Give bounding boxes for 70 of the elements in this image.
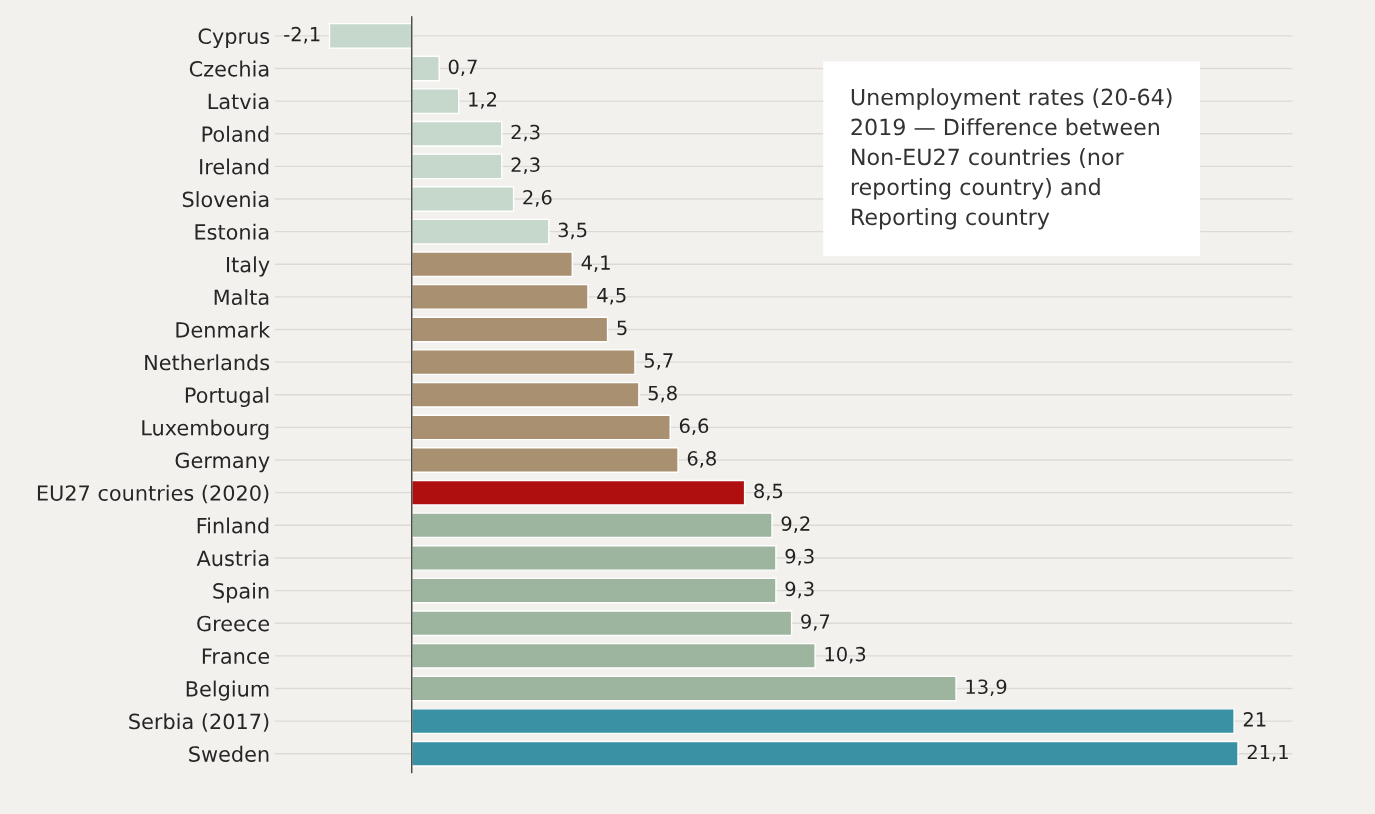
data-label: 8,5	[754, 483, 783, 501]
data-label: 10,3	[825, 646, 866, 664]
y-tick-label: Austria	[196, 550, 269, 567]
data-label: 6,8	[687, 450, 716, 468]
bar	[411, 349, 636, 376]
data-label: 2,6	[523, 189, 552, 207]
data-label: 5,7	[644, 353, 673, 370]
y-tick-label: Sweden	[189, 745, 269, 762]
bar	[328, 22, 413, 49]
data-label: 0,7	[448, 59, 477, 77]
bar	[411, 577, 777, 604]
bar	[411, 610, 793, 637]
y-tick-label: Italy	[226, 256, 270, 277]
y-tick-label: EU27 countries (2020)	[37, 484, 269, 504]
bar	[411, 479, 746, 506]
data-label: 21	[1243, 712, 1266, 727]
y-tick-label: Greece	[197, 615, 270, 632]
bar	[411, 283, 589, 310]
y-tick-label: Germany	[175, 452, 270, 473]
y-tick-label: Cyprus	[198, 28, 270, 49]
bar	[411, 675, 957, 702]
y-tick-label: Netherlands	[145, 354, 270, 371]
y-tick-label: Denmark	[176, 321, 271, 338]
data-label: 4,5	[597, 288, 626, 305]
bar	[411, 88, 460, 115]
bar	[411, 251, 573, 278]
bar	[411, 381, 640, 408]
data-label: 9,2	[781, 516, 810, 533]
data-label: 4,1	[581, 255, 610, 272]
bar	[411, 186, 515, 212]
y-tick-label: Ireland	[200, 158, 269, 175]
y-tick-label: Serbia (2017)	[129, 713, 269, 732]
y-tick-label: Belgium	[186, 680, 269, 701]
data-label: 5	[617, 320, 627, 336]
y-tick-label: Poland	[202, 125, 269, 142]
bar	[411, 740, 1239, 767]
bar	[411, 708, 1235, 735]
y-tick-label: Latvia	[208, 93, 269, 110]
data-label: 2,3	[511, 157, 540, 174]
bar	[411, 414, 671, 441]
y-tick-label: Luxembourg	[142, 419, 269, 440]
bar	[411, 55, 440, 82]
bar	[411, 512, 773, 539]
data-label: -2,1	[284, 26, 320, 44]
bar	[411, 316, 609, 343]
data-label: 21,1	[1247, 744, 1288, 762]
data-label: 6,6	[679, 418, 709, 436]
text: Unemployment rates (20-64) 2019 — Difference between Non-EU27 countries (nor reporting country) and Reporting country	[851, 88, 1172, 230]
data-label: 13,9	[966, 679, 1007, 697]
bar	[411, 153, 503, 180]
y-tick-label: Finland	[197, 517, 269, 534]
bar	[411, 120, 503, 147]
y-tick-label: Estonia	[195, 223, 269, 240]
data-label: 2,3	[511, 124, 540, 142]
bar	[411, 447, 679, 473]
data-label: 3,5	[558, 222, 587, 240]
y-tick-label: Spain	[213, 582, 269, 603]
bar	[411, 642, 816, 669]
data-label: 9,3	[785, 581, 814, 599]
bar	[411, 545, 777, 571]
y-tick-label: Slovenia	[182, 191, 269, 208]
y-tick-label: Malta	[214, 288, 269, 306]
y-tick-label: Czechia	[189, 60, 269, 77]
y-tick-label: Portugal	[185, 386, 269, 408]
data-label: 9,3	[785, 548, 814, 566]
data-label: 5,8	[648, 385, 677, 403]
bar	[411, 218, 550, 245]
data-label: 1,2	[469, 92, 497, 109]
data-label: 9,7	[801, 614, 830, 631]
y-tick-label: France	[202, 648, 270, 665]
